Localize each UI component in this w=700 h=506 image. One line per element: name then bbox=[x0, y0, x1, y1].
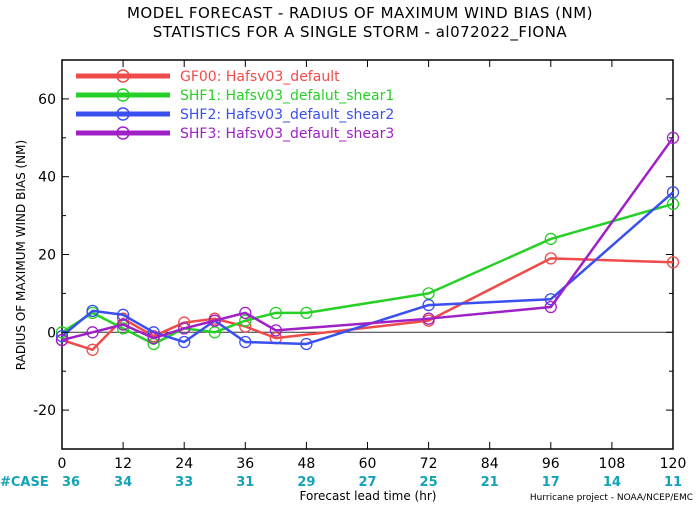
case-count: 29 bbox=[297, 475, 315, 490]
y-tick-label: 40 bbox=[38, 170, 56, 186]
case-row-label: #CASE bbox=[0, 475, 49, 490]
data-point bbox=[269, 306, 283, 320]
x-tick-label: 72 bbox=[420, 456, 438, 472]
series-line-1 bbox=[61, 257, 674, 352]
data-point bbox=[422, 312, 435, 325]
data-point bbox=[422, 298, 435, 312]
series-line-4 bbox=[61, 137, 675, 342]
data-point bbox=[300, 337, 313, 351]
data-point bbox=[544, 300, 557, 314]
credit-text: Hurricane project - NOAA/NCEP/EMC bbox=[530, 493, 693, 503]
data-point bbox=[178, 322, 191, 335]
data-point bbox=[666, 131, 680, 144]
case-count: 31 bbox=[236, 475, 254, 490]
legend-swatch-marker bbox=[116, 126, 130, 140]
data-point bbox=[116, 318, 130, 331]
legend: GF00: Hafsv03_default SHF1: Hafsv03_defal… bbox=[76, 69, 394, 142]
data-point bbox=[666, 256, 680, 269]
x-tick-label: 108 bbox=[599, 456, 626, 472]
y-tick-label: 20 bbox=[38, 248, 56, 264]
x-tick-label: 48 bbox=[297, 456, 315, 472]
legend-swatch-marker bbox=[116, 107, 130, 121]
series-line-3 bbox=[61, 191, 674, 346]
case-count: 25 bbox=[420, 475, 438, 490]
case-count-row: #CASE 36 34 33 31 29 27 25 21 17 14 11 bbox=[0, 475, 682, 490]
case-count: 17 bbox=[542, 475, 560, 490]
case-count: 34 bbox=[114, 475, 132, 490]
case-count: 27 bbox=[358, 475, 376, 490]
data-point bbox=[666, 186, 680, 199]
case-count: 33 bbox=[175, 475, 193, 490]
legend-swatch-marker bbox=[116, 69, 130, 83]
data-point bbox=[239, 335, 252, 349]
legend-label: GF00: Hafsv03_default bbox=[180, 69, 340, 85]
case-count: 36 bbox=[62, 475, 80, 490]
x-tick-label: 24 bbox=[175, 456, 193, 472]
data-point bbox=[300, 306, 313, 320]
legend-label: SHF2: Hafsv03_default_shear2 bbox=[180, 107, 394, 123]
y-tick-label: -20 bbox=[33, 403, 56, 419]
data-point bbox=[269, 324, 283, 337]
data-point bbox=[116, 322, 130, 335]
legend-label: SHF1: Hafsv03_defalut_shear1 bbox=[180, 88, 394, 104]
data-point bbox=[116, 308, 130, 321]
x-tick-label: 96 bbox=[542, 456, 560, 472]
data-point bbox=[208, 326, 221, 339]
data-point bbox=[239, 314, 252, 327]
x-tick-label: 0 bbox=[58, 456, 67, 472]
data-point bbox=[178, 335, 191, 349]
case-count: 11 bbox=[664, 475, 682, 490]
y-axis-label: RADIUS OF MAXIMUM WIND BIAS (NM) bbox=[14, 140, 28, 370]
case-count: 21 bbox=[481, 475, 499, 490]
x-tick-label: 120 bbox=[660, 456, 687, 472]
x-tick-label: 84 bbox=[481, 456, 499, 472]
legend-swatch-marker bbox=[116, 88, 130, 102]
data-point bbox=[208, 314, 221, 327]
x-tick-label: 60 bbox=[359, 456, 377, 472]
data-point bbox=[544, 232, 557, 246]
x-tick-label: 36 bbox=[236, 456, 254, 472]
case-count: 14 bbox=[603, 475, 621, 490]
data-point bbox=[55, 330, 69, 343]
data-point bbox=[239, 306, 252, 320]
data-point bbox=[147, 331, 160, 345]
data-point bbox=[666, 197, 680, 211]
chart-subtitle: STATISTICS FOR A SINGLE STORM - al072022… bbox=[153, 23, 568, 42]
data-point bbox=[86, 343, 99, 356]
legend-label: SHF3: Hafsv03_default_shear3 bbox=[180, 126, 394, 142]
y-tick-label: 60 bbox=[38, 92, 56, 108]
y-tick-label: 0 bbox=[47, 325, 56, 341]
data-point bbox=[86, 304, 99, 318]
chart-title: MODEL FORECAST - RADIUS OF MAXIMUM WIND … bbox=[127, 4, 593, 22]
data-point bbox=[422, 287, 435, 300]
data-point bbox=[86, 326, 99, 339]
data-point bbox=[55, 333, 69, 347]
x-tick-label: 12 bbox=[114, 456, 132, 472]
data-point bbox=[544, 252, 557, 265]
series-layer bbox=[55, 131, 680, 356]
axis-ticks: 0 12 24 36 48 60 72 84 96 108 120 -20 0 20 40 60 bbox=[33, 59, 687, 472]
x-axis-label: Forecast lead time (hr) bbox=[300, 489, 437, 503]
